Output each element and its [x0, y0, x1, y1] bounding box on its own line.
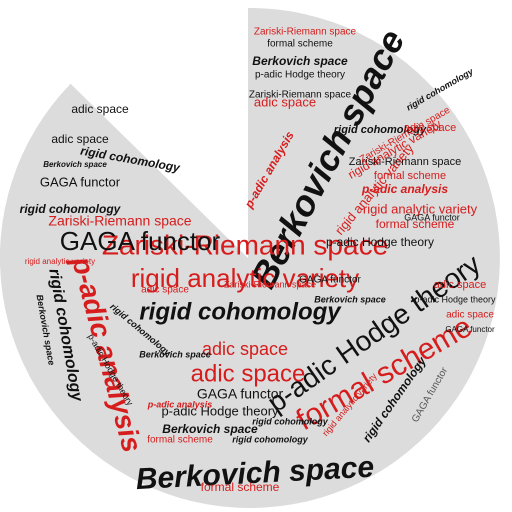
cloud-word: Zariski-Riemann space	[224, 279, 316, 289]
cloud-word: adic space	[141, 285, 189, 296]
cloud-word: adic space	[434, 279, 487, 291]
cloud-word: rigid cohomology	[20, 202, 122, 216]
cloud-word: p-adic Hodge theory	[326, 235, 434, 249]
cloud-word: p-adic Hodge theory	[255, 70, 345, 81]
cloud-word: formal scheme	[201, 480, 280, 494]
cloud-word: formal scheme	[267, 39, 333, 50]
cloud-word: p-adic Hodge theory	[161, 403, 279, 418]
pie-shape-background	[0, 7, 500, 508]
cloud-word: Zariski-Riemann space	[48, 213, 191, 229]
cloud-word: adic space	[191, 360, 306, 387]
cloud-word: GAGA functor	[404, 212, 460, 222]
cloud-word: p-adic analysis	[147, 399, 213, 409]
cloud-word: Berkovich space	[162, 422, 258, 436]
cloud-word: rigid cohomology	[139, 298, 342, 325]
cloud-word: adic space	[254, 94, 316, 109]
cloud-word: adic space	[446, 310, 494, 321]
cloud-word: GAGA functor	[197, 386, 284, 402]
cloud-word: rigid cohomology	[232, 434, 308, 444]
cloud-word: adic space	[202, 339, 288, 359]
cloud-word: Berkovich space	[139, 349, 211, 359]
cloud-word: Zariski-Riemann space	[249, 90, 352, 101]
cloud-word: GAGA functor	[445, 325, 495, 334]
cloud-word: rigid analytic variety	[363, 201, 478, 216]
cloud-word: GAGA functor	[60, 226, 221, 256]
cloud-word: formal scheme	[376, 217, 455, 231]
cloud-word: adic space	[51, 132, 109, 146]
cloud-word: GAGA functor	[299, 275, 361, 286]
cloud-word: adic space	[404, 122, 457, 134]
cloud-word: p-adic Hodge theory	[414, 294, 496, 304]
cloud-word: Berkovich space	[252, 54, 348, 68]
cloud-word: rigid analytic variety	[25, 257, 95, 266]
cloud-word: rigid cohomology	[334, 124, 427, 136]
cloud-word: Zariski-Riemann space	[254, 27, 357, 38]
cloud-word: Berkovich space	[314, 294, 386, 304]
cloud-word: GAGA functor	[40, 174, 121, 189]
cloud-word: formal scheme	[374, 170, 446, 182]
cloud-word: Berkovich space	[43, 160, 107, 169]
cloud-word: rigid cohomology	[252, 416, 328, 426]
cloud-word: p-adic analysis	[361, 182, 448, 196]
cloud-word: Zariski-Riemann space	[102, 229, 388, 260]
cloud-word: formal scheme	[147, 435, 213, 446]
cloud-word: rigid analytic variety	[131, 263, 359, 293]
cloud-word: adic space	[71, 102, 129, 116]
cloud-word: Zariski-Riemann space	[349, 156, 461, 168]
